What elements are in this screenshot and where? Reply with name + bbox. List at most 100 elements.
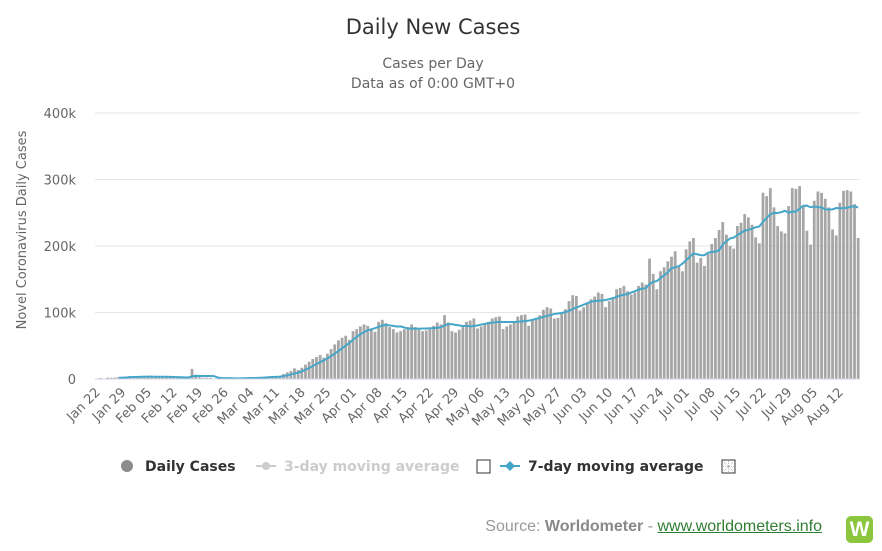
daily-cases-bar[interactable] xyxy=(333,344,337,379)
daily-cases-bar[interactable] xyxy=(772,207,776,379)
daily-cases-bar[interactable] xyxy=(355,329,359,380)
daily-cases-bar[interactable] xyxy=(110,377,113,379)
daily-cases-bar[interactable] xyxy=(746,217,750,379)
daily-cases-bar[interactable] xyxy=(692,238,695,379)
daily-cases-bar[interactable] xyxy=(827,207,831,379)
daily-cases-bar[interactable] xyxy=(435,322,439,379)
legend-item-3day[interactable]: 3-day moving average xyxy=(256,459,460,475)
daily-cases-bar[interactable] xyxy=(725,234,728,379)
daily-cases-bar[interactable] xyxy=(395,332,399,379)
daily-cases-bar[interactable] xyxy=(834,235,838,379)
daily-cases-bar[interactable] xyxy=(388,327,392,379)
daily-cases-bar[interactable] xyxy=(490,318,494,379)
daily-cases-bar[interactable] xyxy=(304,364,307,379)
daily-cases-bar[interactable] xyxy=(465,321,468,379)
daily-cases-bar[interactable] xyxy=(450,331,454,379)
daily-cases-bar[interactable] xyxy=(351,331,355,379)
daily-cases-bar[interactable] xyxy=(673,251,677,379)
daily-cases-bar[interactable] xyxy=(538,315,542,379)
daily-cases-bar[interactable] xyxy=(622,285,626,379)
daily-cases-bar[interactable] xyxy=(589,299,593,379)
daily-cases-bar[interactable] xyxy=(380,319,384,379)
daily-cases-bar[interactable] xyxy=(523,314,527,380)
daily-cases-bar[interactable] xyxy=(143,376,146,379)
daily-cases-bar[interactable] xyxy=(768,188,772,379)
daily-cases-bar[interactable] xyxy=(567,301,571,379)
daily-cases-bar[interactable] xyxy=(439,324,443,379)
worldometer-logo-icon[interactable]: W xyxy=(846,516,873,543)
daily-cases-bar[interactable] xyxy=(377,321,381,379)
daily-cases-bar[interactable] xyxy=(413,327,417,379)
daily-cases-bar[interactable] xyxy=(765,196,769,380)
daily-cases-bar[interactable] xyxy=(362,324,366,379)
daily-cases-bar[interactable] xyxy=(651,273,655,379)
daily-cases-bar[interactable] xyxy=(190,368,194,379)
daily-cases-bar[interactable] xyxy=(794,188,798,379)
daily-cases-bar[interactable] xyxy=(154,377,157,379)
checkbox-checked-icon[interactable] xyxy=(721,459,736,474)
daily-cases-bar[interactable] xyxy=(205,377,209,379)
daily-cases-bar[interactable] xyxy=(545,307,549,379)
daily-cases-bar[interactable] xyxy=(593,296,597,379)
daily-cases-bar[interactable] xyxy=(582,307,586,379)
daily-cases-bar[interactable] xyxy=(801,206,805,379)
daily-cases-bar[interactable] xyxy=(615,289,618,379)
daily-cases-bar[interactable] xyxy=(369,328,373,379)
daily-cases-bar[interactable] xyxy=(494,317,498,379)
daily-cases-bar[interactable] xyxy=(611,297,615,379)
daily-cases-bar[interactable] xyxy=(805,230,809,379)
daily-cases-bar[interactable] xyxy=(596,292,600,379)
daily-cases-bar[interactable] xyxy=(816,191,820,379)
daily-cases-bar[interactable] xyxy=(820,192,823,379)
daily-cases-bar[interactable] xyxy=(157,376,161,379)
daily-cases-bar[interactable] xyxy=(340,337,344,379)
daily-cases-bar[interactable] xyxy=(307,361,311,379)
daily-cases-bar[interactable] xyxy=(329,349,333,379)
daily-cases-bar[interactable] xyxy=(574,295,578,380)
daily-cases-bar[interactable] xyxy=(146,376,150,379)
checkbox-icon[interactable] xyxy=(476,459,491,474)
daily-cases-bar[interactable] xyxy=(509,324,512,379)
source-link[interactable]: www.worldometers.info xyxy=(657,518,823,535)
daily-cases-bar[interactable] xyxy=(706,253,710,379)
daily-cases-bar[interactable] xyxy=(516,316,520,379)
daily-cases-bar[interactable] xyxy=(483,324,487,379)
daily-cases-bar[interactable] xyxy=(172,377,176,379)
daily-cases-bar[interactable] xyxy=(366,325,370,379)
daily-cases-bar[interactable] xyxy=(311,359,315,379)
daily-cases-bar[interactable] xyxy=(563,309,567,379)
daily-cases-bar[interactable] xyxy=(783,233,787,379)
daily-cases-bar[interactable] xyxy=(618,287,622,379)
daily-cases-bar[interactable] xyxy=(662,267,666,379)
daily-cases-bar[interactable] xyxy=(776,226,780,379)
daily-cases-bar[interactable] xyxy=(402,329,406,380)
daily-cases-bar[interactable] xyxy=(384,323,388,379)
daily-cases-bar[interactable] xyxy=(853,204,856,379)
daily-cases-bar[interactable] xyxy=(534,317,538,379)
daily-cases-bar[interactable] xyxy=(406,327,410,379)
daily-cases-bar[interactable] xyxy=(428,327,432,379)
daily-cases-bar[interactable] xyxy=(446,322,450,379)
daily-cases-bar[interactable] xyxy=(779,231,783,379)
daily-cases-bar[interactable] xyxy=(640,282,644,379)
daily-cases-bar[interactable] xyxy=(578,310,582,380)
daily-cases-bar[interactable] xyxy=(633,292,637,379)
daily-cases-bar[interactable] xyxy=(421,331,424,379)
daily-cases-bar[interactable] xyxy=(552,318,556,379)
daily-cases-bar[interactable] xyxy=(468,320,472,379)
daily-cases-bar[interactable] xyxy=(809,244,812,379)
daily-cases-bar[interactable] xyxy=(549,308,553,379)
daily-cases-bar[interactable] xyxy=(296,370,300,379)
daily-cases-bar[interactable] xyxy=(150,376,154,379)
daily-cases-bar[interactable] xyxy=(135,377,139,379)
daily-cases-bar[interactable] xyxy=(798,186,801,379)
daily-cases-bar[interactable] xyxy=(498,316,501,379)
daily-cases-bar[interactable] xyxy=(757,243,761,379)
legend-item-7day[interactable]: 7-day moving average xyxy=(500,459,704,475)
daily-cases-bar[interactable] xyxy=(501,329,505,380)
daily-cases-bar[interactable] xyxy=(457,329,461,379)
daily-cases-bar[interactable] xyxy=(607,301,611,379)
daily-cases-bar[interactable] xyxy=(677,265,681,379)
daily-cases-bar[interactable] xyxy=(739,222,743,379)
daily-cases-bar[interactable] xyxy=(699,257,703,379)
